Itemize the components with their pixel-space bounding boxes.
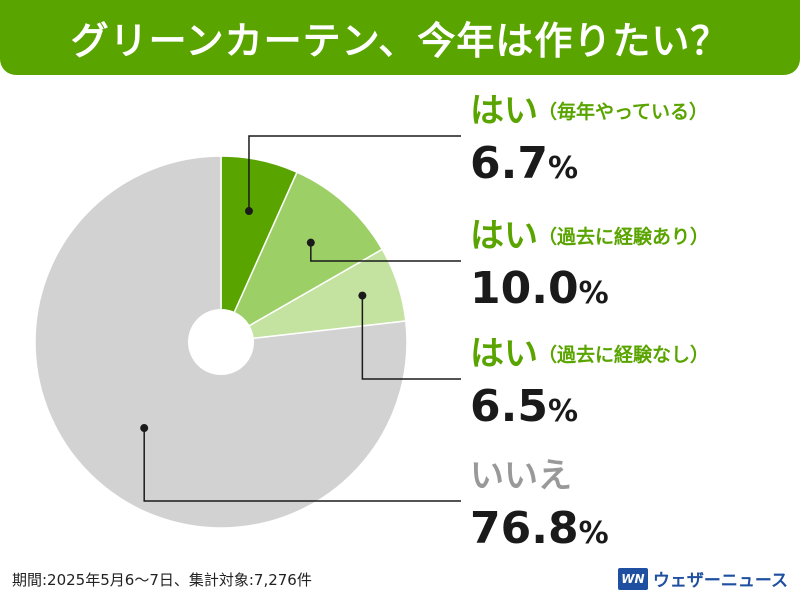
pie-slices (34, 155, 408, 529)
leader-line-2 (310, 242, 461, 262)
leader-line-3 (361, 295, 461, 380)
slice-value-1: 6.7% (470, 138, 578, 189)
slice-label-4: いいえ (470, 456, 572, 496)
slice-label-1: はい（毎年やっている） (470, 91, 708, 131)
slice-labels: はい（毎年やっている） 6.7% はい（過去に経験あり） 10.0% はい（過去に経験な… (470, 91, 709, 554)
brand: WN ウェザーニュース (617, 566, 788, 591)
leader-lines (140, 135, 461, 502)
leader-line-1 (248, 135, 461, 212)
slice-label-2: はい（過去に経験あり） (470, 216, 709, 256)
donut-hole (188, 309, 254, 375)
header-banner: グリーンカーテン、今年は作りたい？ (0, 0, 800, 75)
pie-slice-4 (34, 155, 408, 529)
weathernews-logo-icon: WN (617, 567, 648, 590)
brand-name: ウェザーニュース (652, 571, 788, 591)
survey-period-note: 期間:2025年5月6〜7日、集計対象:7,276件 (12, 571, 312, 589)
leader-line-4 (143, 428, 461, 502)
slice-value-3: 6.5% (470, 381, 578, 432)
chart-title: グリーンカーテン、今年は作りたい？ (70, 19, 730, 63)
pie-slice-2 (219, 171, 384, 344)
slice-label-3: はい（過去に経験なし） (470, 334, 709, 374)
slice-value-4: 76.8% (470, 503, 609, 554)
slice-value-2: 10.0% (470, 263, 609, 314)
